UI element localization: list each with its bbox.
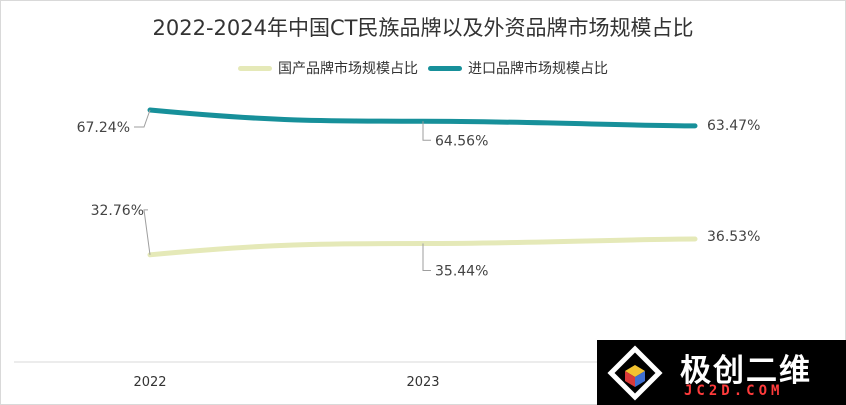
leader-line (143, 209, 151, 255)
data-label: 35.44% (435, 264, 488, 280)
leader-line (134, 109, 151, 128)
logo-icon (607, 345, 663, 401)
legend-item-domestic[interactable]: 国产品牌市场规模占比 (238, 58, 418, 78)
data-label: 64.56% (435, 133, 488, 149)
x-tick-label: 2022 (133, 375, 166, 390)
data-label: 63.47% (707, 118, 760, 134)
legend-item-imported[interactable]: 进口品牌市场规模占比 (428, 58, 608, 78)
legend-label-imported: 进口品牌市场规模占比 (468, 61, 608, 77)
x-tick-label: 2023 (406, 375, 439, 390)
leader-line (422, 243, 431, 272)
watermark-logo-text: 极创二维 (680, 353, 812, 389)
legend-label-domestic: 国产品牌市场规模占比 (278, 61, 418, 77)
watermark-panel (597, 340, 846, 405)
legend-swatch-domestic (238, 65, 272, 71)
watermark-site-text: JC2D.COM (684, 383, 784, 399)
data-label: 36.53% (707, 229, 760, 245)
data-label: 67.24% (77, 120, 130, 136)
chart-title: 2022-2024年中国CT民族品牌以及外资品牌市场规模占比 (152, 16, 694, 40)
leader-line (422, 121, 431, 141)
data-label: 32.76% (91, 203, 144, 219)
chart-legend: 国产品牌市场规模占比 进口品牌市场规模占比 (0, 58, 846, 78)
legend-swatch-imported (428, 65, 462, 71)
